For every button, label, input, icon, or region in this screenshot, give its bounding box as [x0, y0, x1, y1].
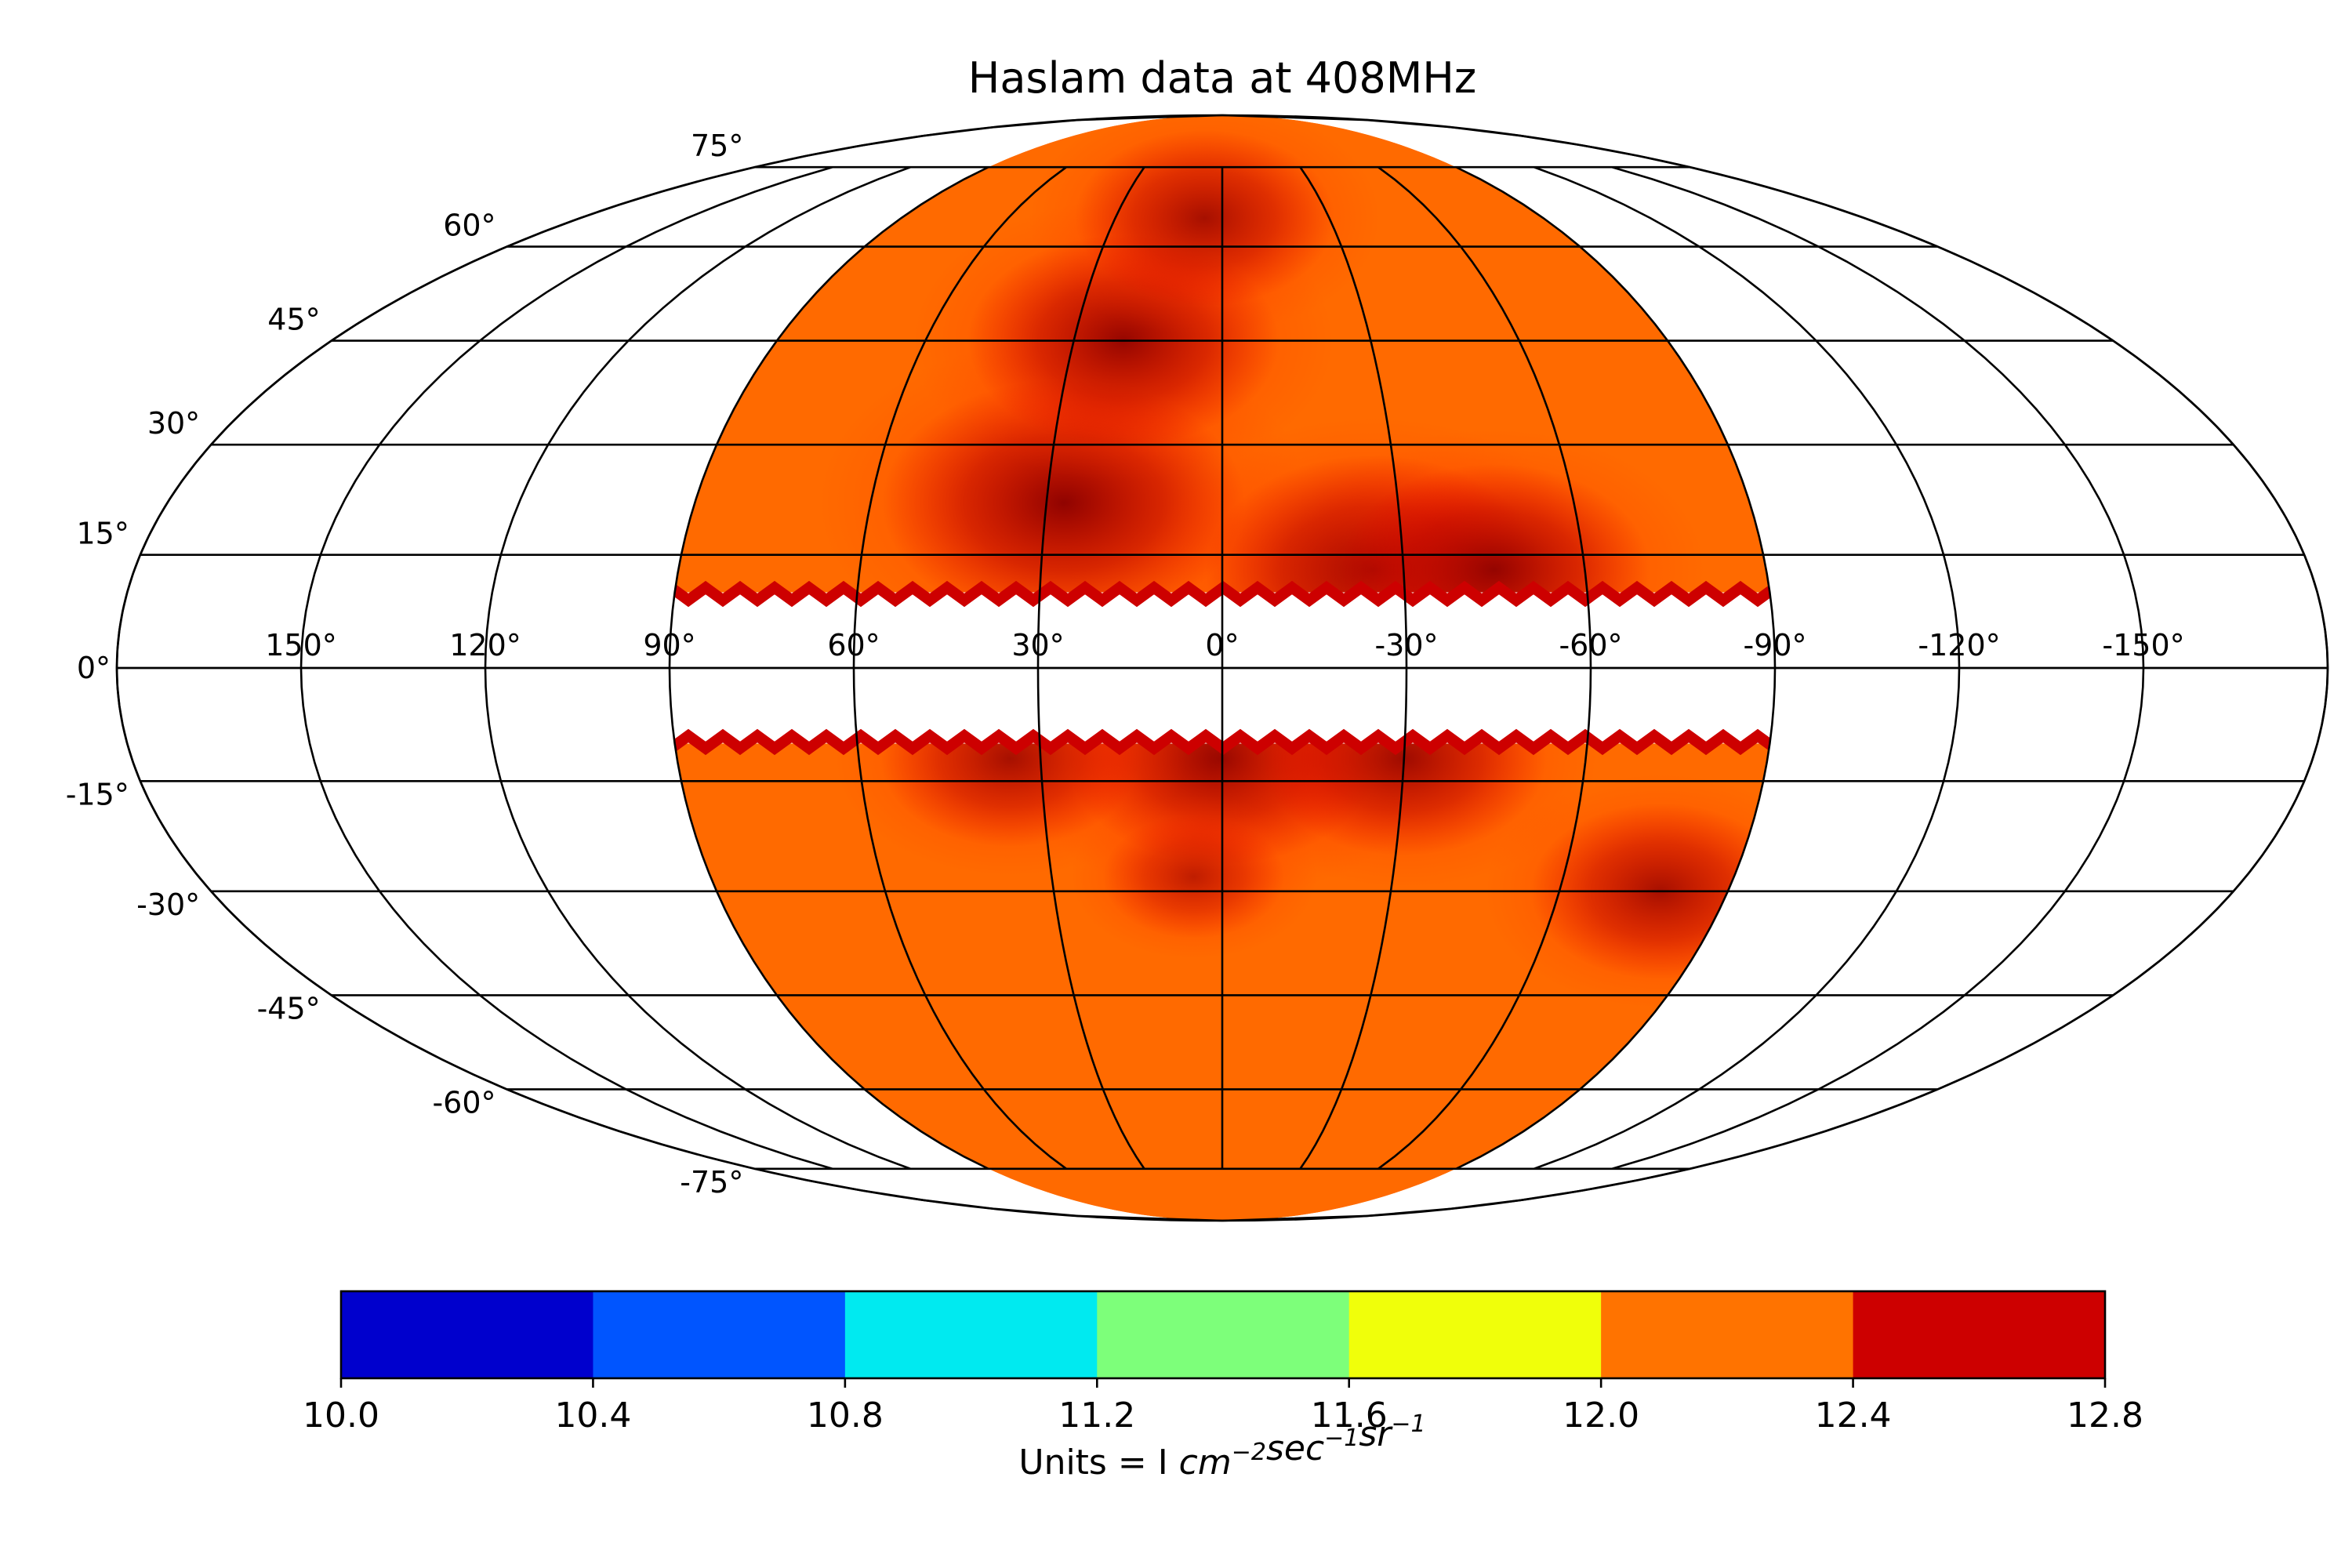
latitude-tick-label: -30° [136, 887, 200, 922]
latitude-tick-label: 45° [267, 303, 320, 337]
longitude-tick-label: 90° [643, 628, 695, 662]
latitude-tick-label: -75° [680, 1165, 743, 1200]
hotspot-2 [1075, 129, 1334, 307]
colorbar-tick-label: 10.8 [807, 1396, 884, 1436]
hotspot-8 [1103, 815, 1285, 939]
colorbar-bin [1853, 1291, 2106, 1378]
longitude-tick-label: 0° [1205, 628, 1239, 662]
latitude-tick-label: -45° [257, 991, 321, 1025]
colorbar-bin [1348, 1291, 1602, 1378]
longitude-tick-label: -30° [1374, 628, 1438, 662]
colorbar-bin [1601, 1291, 1854, 1378]
meridian-line [1221, 114, 2329, 1222]
colorbar-bin [844, 1291, 1098, 1378]
longitude-tick-label: 60° [827, 628, 880, 662]
meridian-line [299, 165, 833, 1171]
colorbar-tick-labels: 10.0 10.4 10.8 11.2 11.6 12.0 12.4 12.8 [303, 1378, 2143, 1436]
latitude-tick-label: -60° [432, 1085, 495, 1120]
colorbar [339, 1290, 2107, 1380]
colorbar-label: Units = I cm−2sec−1sr−1 [1018, 1410, 1425, 1483]
latitude-tick-label: 30° [147, 406, 200, 441]
colorbar-tick-label: 12.4 [1815, 1396, 1892, 1436]
meridian-line [115, 114, 1223, 1222]
meridian-line [852, 166, 1067, 1170]
latitude-tick-labels: 75° 60° 45° 30° 15° 0° -15° -30° -45° -60° -75° [66, 129, 744, 1200]
colorbar-bin [341, 1291, 593, 1378]
meridian-line [484, 166, 911, 1170]
latitude-tick-label: -15° [66, 777, 129, 811]
colorbar-bin [1097, 1291, 1350, 1378]
colorbar-tick-label: 12.0 [1563, 1396, 1639, 1436]
meridian-line [1377, 166, 1592, 1170]
latitude-tick-label: 15° [77, 517, 129, 551]
latitude-tick-label: 60° [443, 209, 495, 243]
colorbar-tick-label: 11.2 [1058, 1396, 1135, 1436]
meridian-line [1036, 166, 1145, 1170]
longitude-tick-label: -90° [1743, 628, 1806, 662]
graticule [115, 114, 2329, 1222]
meridian-line [1299, 166, 1408, 1170]
latitude-tick-label: 75° [691, 129, 743, 163]
longitude-tick-label: 150° [265, 628, 337, 662]
meridian-line [1455, 166, 1777, 1170]
latitude-tick-label: 0° [77, 651, 111, 685]
colorbar-tick-label: 10.0 [303, 1396, 379, 1436]
meridian-line [1611, 165, 2145, 1171]
longitude-tick-label: -60° [1559, 628, 1622, 662]
meridian-line [668, 166, 989, 1170]
colorbar-tick-label: 12.8 [2067, 1396, 2143, 1436]
colorbar-tick-label: 11.6 [1311, 1396, 1388, 1436]
colorbar-bin [593, 1291, 846, 1378]
longitude-tick-label: -120° [1918, 628, 2000, 662]
meridian-line [1534, 166, 1961, 1170]
colorbar-frame [339, 1290, 2107, 1380]
longitude-tick-label: 30° [1011, 628, 1064, 662]
longitude-tick-label: 120° [449, 628, 521, 662]
chart-title: Haslam data at 408MHz [968, 53, 1477, 103]
colorbar-tick-label: 10.4 [554, 1396, 631, 1436]
longitude-tick-label: -150° [2102, 628, 2184, 662]
longitude-tick-labels: 150° 120° 90° 60° 30° 0° -30° -60° -90° -120° -150… [265, 628, 2184, 662]
